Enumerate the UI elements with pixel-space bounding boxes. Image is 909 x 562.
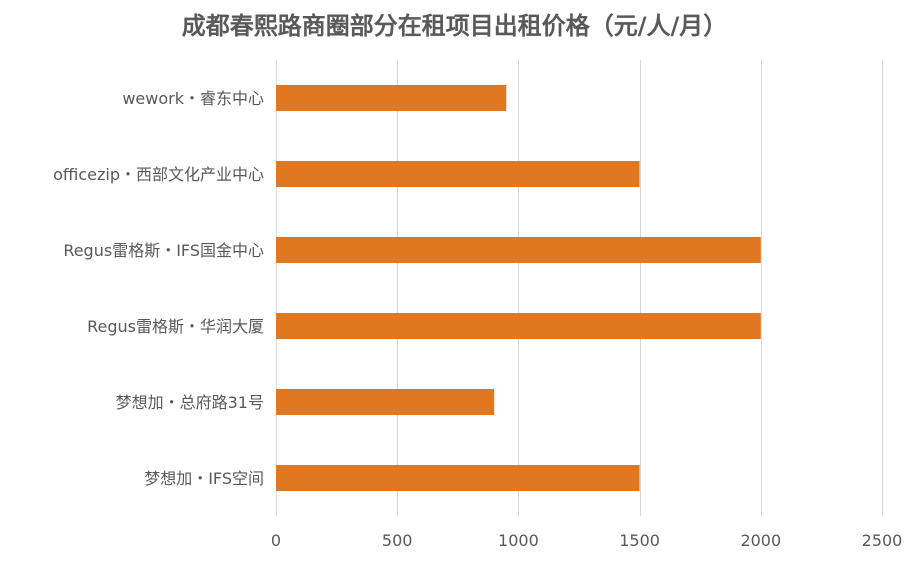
category-labels: wework・睿东中心 officezip・西部文化产业中心 Regus雷格斯・IF… [53, 89, 264, 488]
category-label: Regus雷格斯・华润大厦 [87, 317, 264, 336]
x-tick-label: 1000 [498, 531, 539, 550]
bar [276, 465, 640, 491]
bars [276, 85, 761, 491]
x-tick-label: 500 [382, 531, 413, 550]
grid-lines [276, 60, 883, 516]
x-tick-label: 2000 [740, 531, 781, 550]
x-tick-label: 1500 [619, 531, 660, 550]
category-label: Regus雷格斯・IFS国金中心 [63, 241, 264, 260]
bar [276, 85, 507, 111]
bar [276, 389, 495, 415]
bar [276, 313, 761, 339]
x-tick-label: 2500 [862, 531, 903, 550]
category-label: officezip・西部文化产业中心 [53, 165, 264, 184]
x-tick-label: 0 [271, 531, 281, 550]
category-label: wework・睿东中心 [122, 89, 264, 108]
category-label: 梦想加・IFS空间 [144, 469, 264, 488]
bar [276, 237, 761, 263]
bar [276, 161, 640, 187]
x-tick-labels: 0 500 1000 1500 2000 2500 [271, 531, 902, 550]
category-label: 梦想加・总府路31号 [116, 393, 264, 412]
chart-title: 成都春熙路商圈部分在租项目出租价格（元/人/月） [181, 12, 728, 40]
